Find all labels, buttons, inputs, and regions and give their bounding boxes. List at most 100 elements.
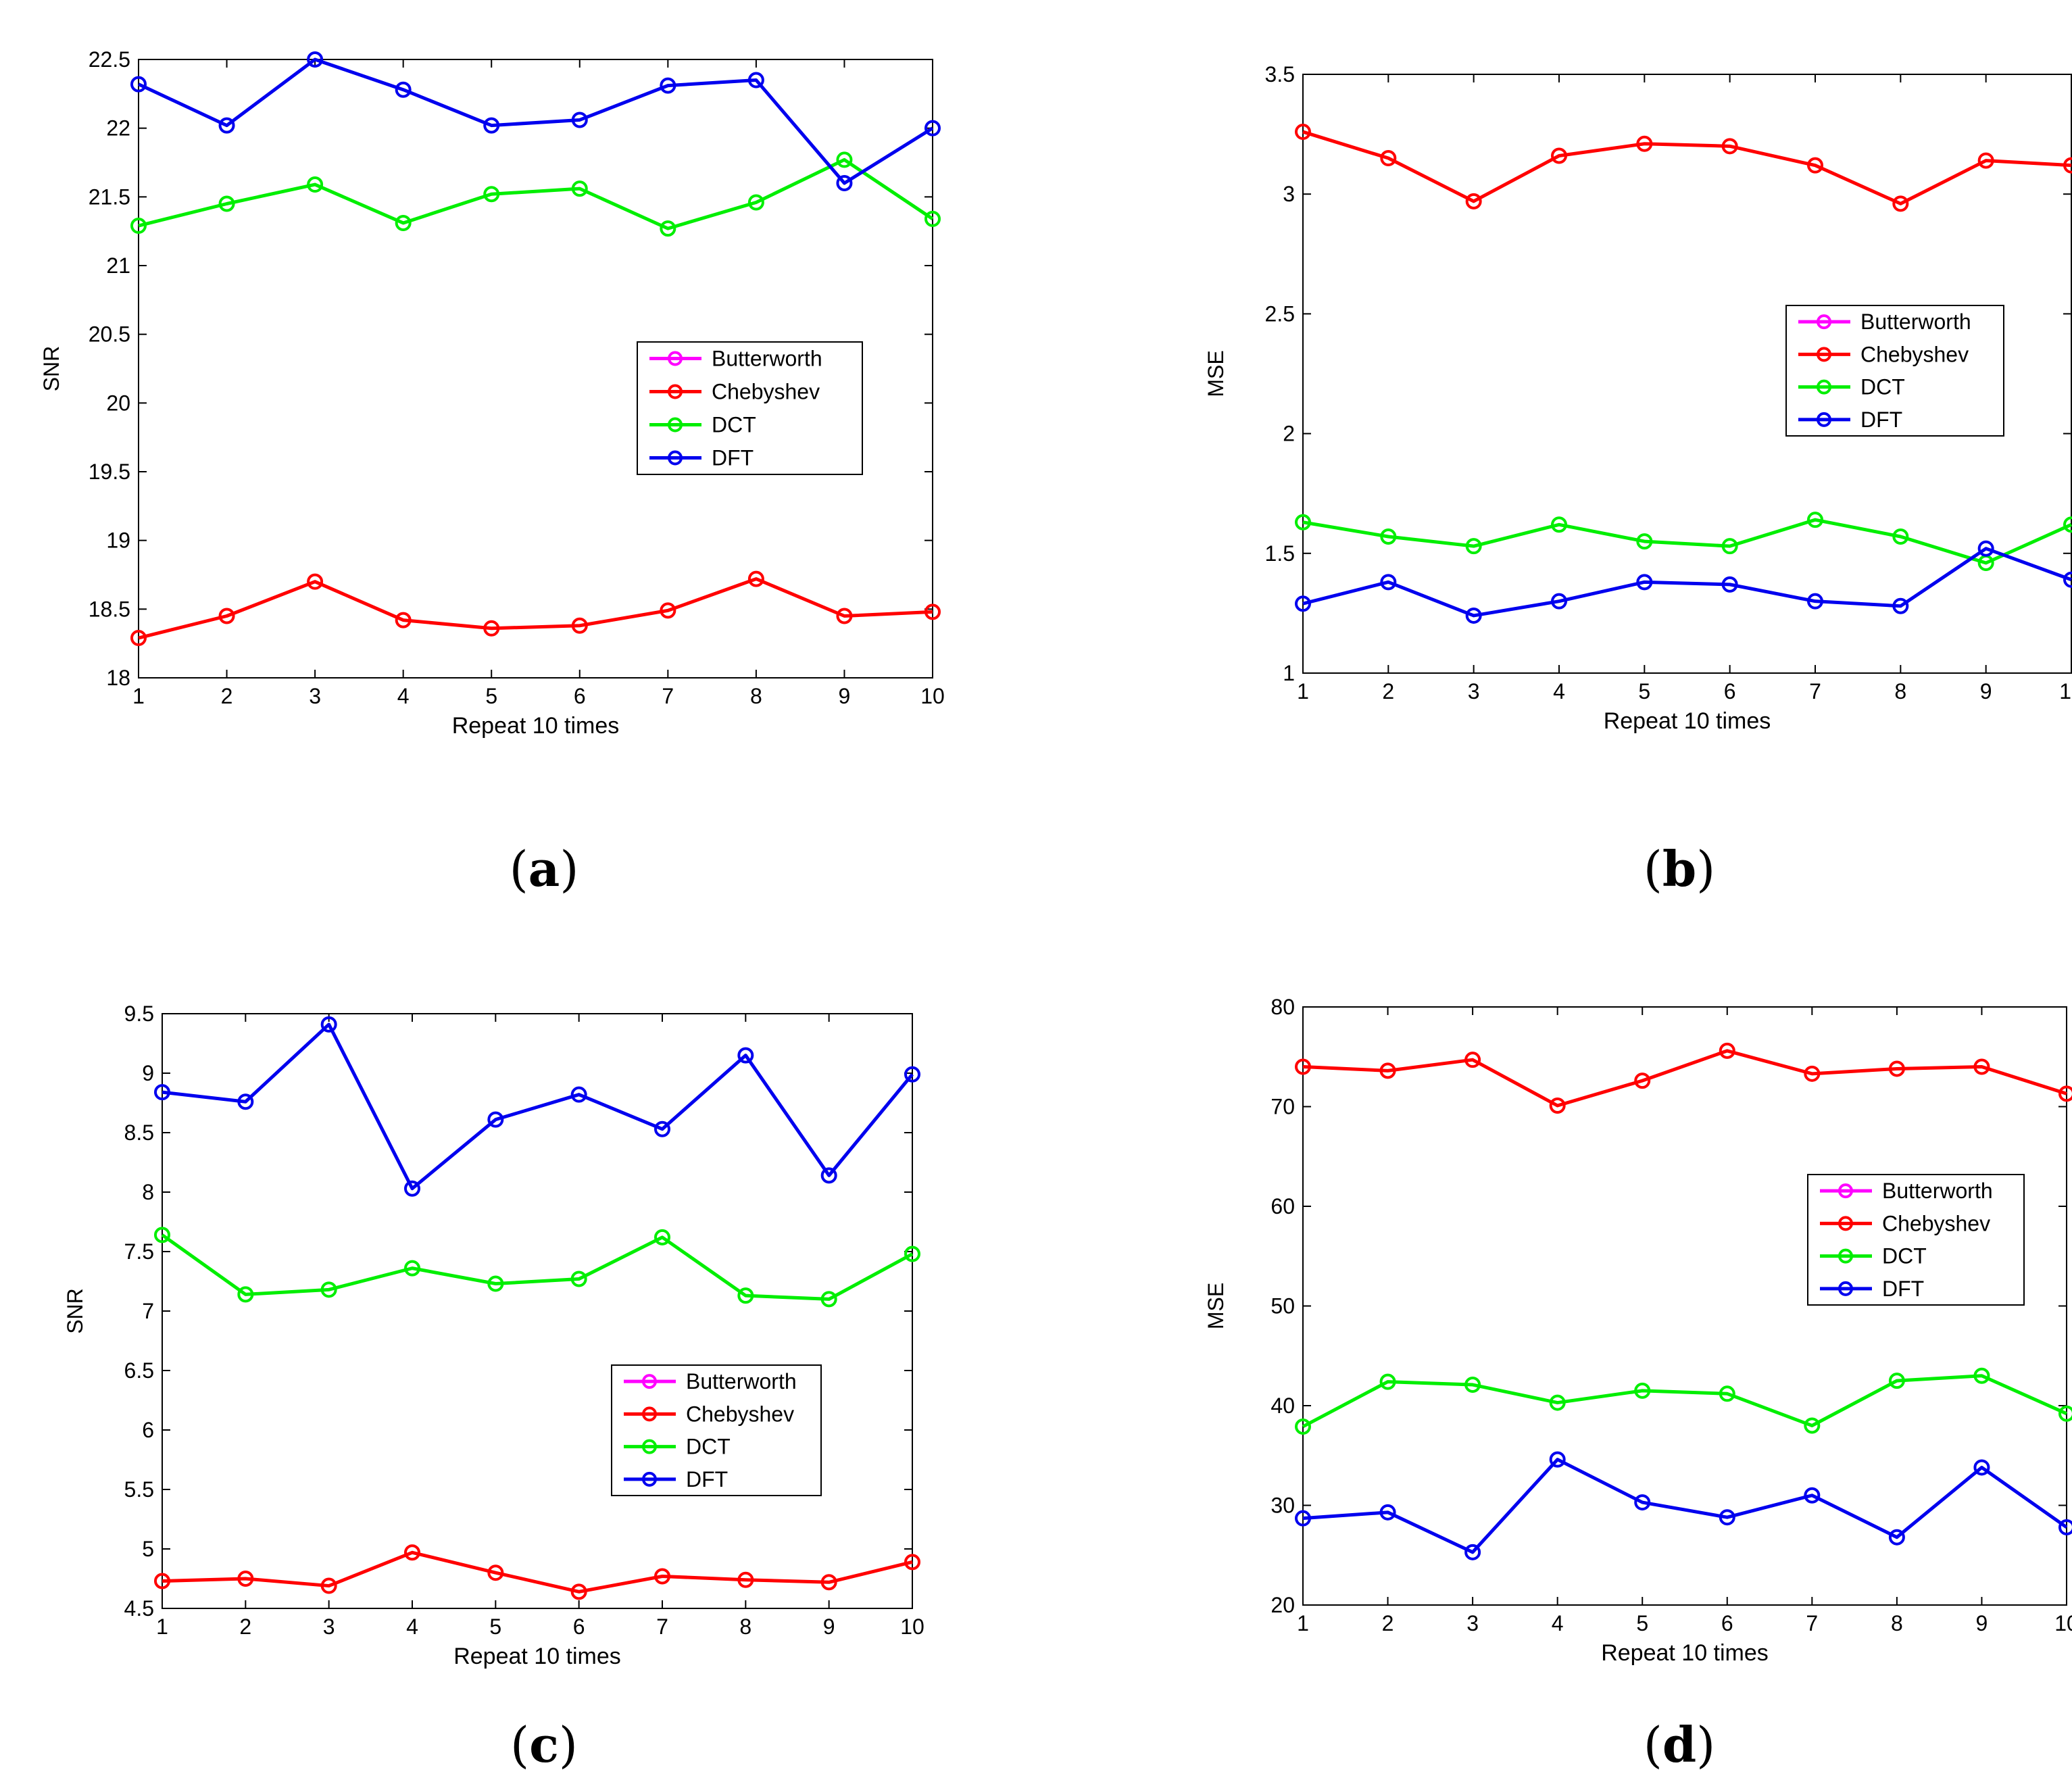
x-tick-label: 7 [656,1614,668,1639]
data-point-chebyshev [660,602,676,619]
caption-c: (c) [510,1716,578,1773]
data-point-chebyshev [904,1554,920,1571]
caption-d: (d) [1643,1716,1716,1773]
legend-label: Chebyshev [1860,342,1969,366]
data-point-chebyshev [2063,157,2072,174]
data-point-chebyshev [237,1571,254,1587]
data-point-dft [1551,593,1567,610]
data-point-dft [747,72,764,89]
y-tick-label: 6 [142,1418,154,1442]
data-point-dft [1807,593,1823,610]
y-tick-label: 18.5 [89,597,130,621]
x-tick-label: 6 [1724,679,1736,704]
data-point-dft [570,1086,587,1103]
x-tick-label: 4 [406,1614,418,1639]
y-tick-label: 7.5 [124,1239,154,1264]
x-tick-label: 3 [309,684,321,708]
data-point-dct [1721,538,1738,555]
data-point-chebyshev [924,603,941,620]
data-point-chebyshev [483,620,500,637]
legend-label: DFT [1882,1277,1924,1301]
legend-swatch-marker [1838,1216,1853,1231]
legend-swatch-marker [1817,314,1831,330]
data-point-chebyshev [1551,147,1567,164]
x-tick-label: 3 [323,1614,335,1639]
data-point-chebyshev [154,1573,170,1589]
y-axis-label: SNR [39,346,64,392]
legend-swatch-marker [1817,412,1831,427]
data-point-dct [1295,1418,1311,1435]
series-chebyshev [1295,1042,2072,1114]
data-point-dct [1549,1394,1566,1411]
y-tick-label: 20 [1271,1593,1295,1617]
data-point-dct [218,195,235,212]
x-tick-label: 6 [573,1614,585,1639]
legend-label: Chebyshev [686,1402,794,1426]
x-tick-label: 1 [156,1614,168,1639]
data-point-dct [237,1286,254,1303]
data-point-chebyshev [1379,1062,1396,1079]
legend-label: Butterworth [1860,310,1971,334]
y-tick-label: 20 [106,391,130,415]
x-tick-label: 2 [221,684,233,708]
x-tick-label: 8 [1894,679,1906,704]
series-dct [130,151,941,237]
chart-b: 1 2 3 4 5 6 7 8 9 10 1 1.5 2 2.5 3 3.5 Repeat 10 times MS… [1204,62,2072,734]
legend-swatch-marker [1838,1281,1853,1296]
data-point-dft [1295,595,1311,612]
data-point-dft [1973,1459,1990,1476]
data-point-dft [1892,597,1909,614]
y-tick-label: 2 [1283,422,1295,446]
data-point-dft [237,1093,254,1110]
caption-c-letter: c [529,1716,559,1773]
data-point-dct [1719,1385,1735,1402]
data-point-chebyshev [1892,195,1909,212]
data-point-dft [1804,1487,1821,1504]
x-tick-label: 8 [1891,1611,1903,1635]
data-point-dft [904,1066,920,1083]
data-point-chebyshev [1465,193,1482,209]
data-point-chebyshev [654,1568,670,1585]
series-chebyshev [130,570,941,647]
data-point-dct [2058,1405,2072,1422]
data-point-dct [654,1229,670,1245]
series-line-dct [1302,518,2072,565]
series-dft [130,51,941,191]
data-point-dft [1636,574,1653,591]
data-point-chebyshev [1636,135,1653,152]
y-tick-label: 80 [1271,995,1295,1019]
series-dft [154,1016,920,1197]
x-tick-label: 5 [1638,679,1650,704]
x-tick-label: 6 [574,684,586,708]
data-point-dct [307,176,324,193]
data-point-dct [820,1291,837,1308]
y-tick-label: 7 [142,1299,154,1323]
x-tick-label: 1 [1297,1611,1309,1635]
data-point-chebyshev [1977,152,1994,169]
x-tick-label: 6 [1721,1611,1733,1635]
plot-area-c [162,1013,913,1609]
data-point-chebyshev [1804,1065,1821,1082]
legend-swatch-marker [1838,1183,1853,1199]
legend-swatch-marker [1817,347,1831,362]
chart-d: 1 2 3 4 5 6 7 8 9 10 20 30 40 50 60 70 80 Repeat 10 times… [1204,995,2072,1666]
legend-swatch-marker [642,1471,657,1487]
legend-swatch-marker [642,1406,657,1422]
data-point-chebyshev [1721,138,1738,155]
legend-label: DCT [1860,375,1905,399]
data-point-dct [747,194,764,211]
data-point-dct [904,1245,920,1262]
data-point-dft [130,76,147,93]
data-point-dct [130,218,147,235]
y-tick-label: 6.5 [124,1358,154,1383]
data-point-chebyshev [404,1544,420,1561]
data-point-dft [2058,1519,2072,1535]
data-point-chebyshev [307,573,324,590]
data-point-dct [836,151,853,168]
x-axis-label: Repeat 10 times [453,1644,621,1669]
data-point-chebyshev [1634,1072,1651,1089]
x-tick-label: 4 [1553,679,1565,704]
legend-label: Butterworth [1882,1179,1993,1203]
data-point-chebyshev [320,1577,337,1594]
